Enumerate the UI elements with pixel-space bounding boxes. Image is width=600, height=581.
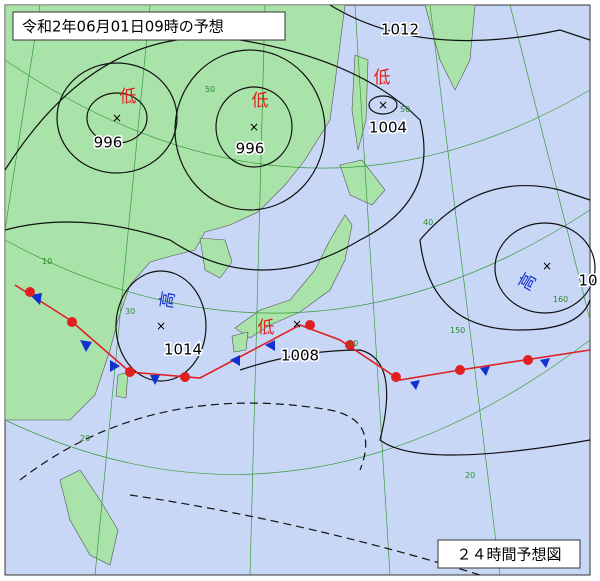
grid-label: 10 — [42, 257, 52, 266]
svg-text:×: × — [378, 98, 388, 112]
grid-label: 50 — [400, 105, 410, 114]
grid-label: 150 — [450, 326, 465, 335]
isobar-label: 1012 — [381, 21, 419, 39]
pressure-label: 1014 — [164, 341, 202, 359]
low-symbol: 低 — [374, 68, 391, 88]
svg-text:×: × — [542, 259, 552, 273]
map-type-label: ２４時間予想図 — [456, 546, 561, 564]
centers: × × × × × × — [112, 98, 552, 333]
svg-text:×: × — [156, 319, 166, 333]
pressure-label: 10 — [578, 272, 597, 290]
grid-label: 20 — [465, 471, 475, 480]
pressure-label: 1004 — [369, 119, 407, 137]
svg-text:×: × — [249, 120, 259, 134]
high-symbol: 高 — [157, 290, 180, 310]
grid-label: 160 — [553, 295, 568, 304]
footer-box — [437, 539, 581, 569]
map-title: 令和2年06月01日09時の予想 — [22, 18, 224, 36]
low-symbol: 低 — [120, 87, 137, 107]
grid-label: 30 — [125, 307, 135, 316]
isobars — [4, 4, 596, 576]
title-box — [12, 11, 286, 41]
latitude-lines — [4, 59, 591, 475]
svg-text:×: × — [112, 111, 122, 125]
low-symbol: 低 — [258, 318, 275, 338]
graticule — [4, 4, 591, 576]
low-symbol: 低 — [252, 91, 269, 111]
grid-label: 40 — [423, 218, 433, 227]
pressure-label: 1008 — [281, 347, 319, 365]
front — [14, 284, 591, 390]
grid-label: 40 — [348, 339, 358, 348]
svg-text:×: × — [292, 317, 302, 331]
grid-label: 50 — [205, 85, 215, 94]
pressure-label: 996 — [236, 140, 265, 158]
grid-label: 20 — [80, 434, 90, 443]
pressure-label: 996 — [94, 134, 123, 152]
